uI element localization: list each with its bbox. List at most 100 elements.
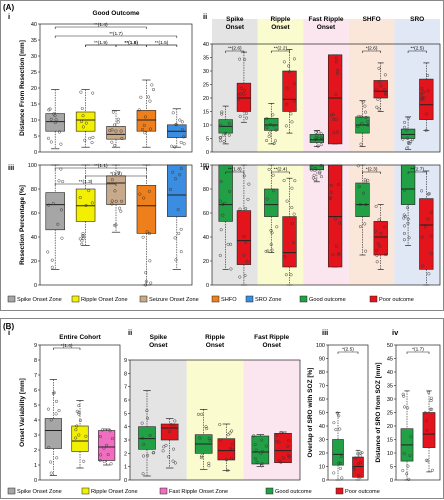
box-good-outcome-3-point (317, 130, 321, 134)
box-good-outcome-4-point (363, 104, 367, 108)
box-3-point (116, 117, 120, 121)
box-1-point (57, 408, 61, 413)
box-good-outcome-3-point (310, 168, 314, 172)
box-2-point (82, 459, 86, 463)
panel-label: ii (203, 12, 207, 21)
y-tick-label: 20 (387, 424, 393, 430)
box-good-outcome-4-point (366, 123, 370, 127)
box-2-point (77, 412, 81, 416)
box-good-outcome-1-point (409, 435, 413, 439)
chart-aiv: iv 0 20 40 60 80 100 **(1.8) **(2.4) *(2.3) **(2.7… (200, 163, 441, 289)
box-good-outcome-5-point (406, 221, 410, 225)
box-good-outcome-3-point (312, 173, 316, 177)
y-tick-label: 3 (124, 438, 127, 444)
y-tick-label: 2 (34, 448, 37, 454)
box-poor-outcome-2-point (218, 423, 222, 427)
box-poor-outcome-1-point (246, 197, 250, 201)
box-good-outcome-1-point (406, 406, 410, 410)
box-poor-outcome-4-point (373, 229, 377, 233)
box-good-outcome-5-point (402, 231, 406, 235)
box-good-outcome-4-point (359, 142, 363, 146)
y-tick-label: 10 (31, 118, 37, 124)
box-good-outcome-2-point (269, 228, 273, 232)
y-tick-label: 6 (34, 388, 37, 394)
y-axis-label: Overlap of SRO with SOZ [%] (307, 368, 314, 458)
y-tick-label: 40 (31, 22, 37, 28)
y-tick-label: 10 (387, 451, 393, 457)
panel-label: iv (203, 163, 210, 172)
box-2-point (77, 404, 81, 408)
box-5-point (173, 177, 178, 181)
box-good-outcome-4-point (364, 110, 368, 114)
box-3-point (118, 206, 122, 210)
legend-label: Spike Onset Zone (17, 297, 62, 303)
box-5-point (178, 118, 182, 122)
box-good-outcome-1-point (339, 454, 343, 458)
box-poor-outcome-2-point (293, 82, 297, 86)
panel-label: i (8, 12, 10, 21)
box-poor-outcome-3-point (333, 217, 338, 221)
box-2-point (84, 121, 88, 125)
legend-swatch (265, 487, 274, 495)
box-poor-outcome-2-point (285, 199, 289, 203)
box-1-point (47, 445, 51, 450)
box-poor-outcome-5-point (426, 217, 430, 221)
box-poor-outcome-4-point (379, 84, 383, 88)
box-3-point (104, 443, 109, 447)
box-good-outcome-5-point (405, 206, 409, 210)
box-poor-outcome-1-point (430, 468, 434, 472)
box-poor-outcome-4-point (384, 253, 388, 257)
box-1-point (52, 391, 56, 395)
chart-aiii: iii 0 20 40 60 80 100 Resection Percentage [%] *… (8, 163, 193, 289)
y-tick-label: 0 (206, 283, 209, 289)
box-good-outcome-3-point (259, 451, 263, 455)
box-1-point (49, 117, 53, 121)
box-poor-outcome-1-point (429, 399, 433, 403)
box-good-outcome-5-box (400, 164, 416, 205)
box-poor-outcome-1-point (352, 467, 356, 471)
box-good-outcome-5-point (401, 137, 405, 141)
box-poor-outcome-3-point (331, 253, 335, 257)
significance-bracket (54, 35, 178, 38)
box-good-outcome-3-point (309, 164, 313, 168)
box-good-outcome-3-point (264, 444, 268, 448)
box-3-point (111, 110, 115, 114)
box-poor-outcome-2-point (225, 468, 229, 472)
box-2-point (81, 125, 85, 129)
box-1-box (45, 113, 65, 132)
box-2-point (81, 234, 85, 238)
box-5-point (179, 250, 183, 254)
y-tick-label: 1 (124, 465, 127, 471)
box-5-point (179, 140, 183, 144)
panel-title: Entire Cohort (59, 334, 101, 341)
significance-label: *(2.5) (342, 347, 354, 353)
legend-swatch (7, 295, 16, 303)
box-poor-outcome-1-point (173, 419, 177, 423)
box-good-outcome-2-point (265, 117, 269, 121)
box-good-outcome-2-point (267, 134, 271, 138)
significance-label: **(1.7) (109, 31, 123, 37)
box-4-point (144, 271, 148, 275)
box-poor-outcome-1-box (352, 456, 364, 478)
box-4-point (150, 83, 154, 87)
box-good-outcome-1-point (219, 228, 223, 232)
box-5-box (167, 164, 187, 217)
category-header: Ripple (205, 334, 225, 341)
box-1-point (49, 140, 53, 144)
box-2-point (80, 242, 84, 246)
box-poor-outcome-3-point (332, 131, 336, 135)
box-2-point (84, 203, 88, 207)
box-good-outcome-3-point (254, 448, 258, 452)
box-1-box (44, 418, 62, 449)
box-poor-outcome-3-point (334, 60, 338, 64)
y-tick-label: 90 (319, 357, 325, 363)
legend-swatch (81, 487, 90, 495)
box-poor-outcome-1-point (359, 461, 363, 465)
box-4-point (149, 281, 153, 285)
y-tick-label: 20 (203, 96, 209, 102)
box-poor-outcome-1-point (360, 451, 364, 455)
box-good-outcome-4-point (363, 178, 367, 182)
box-good-outcome-5-point (411, 137, 415, 141)
y-tick-label: 15 (203, 110, 209, 116)
box-poor-outcome-2-point (290, 186, 294, 190)
